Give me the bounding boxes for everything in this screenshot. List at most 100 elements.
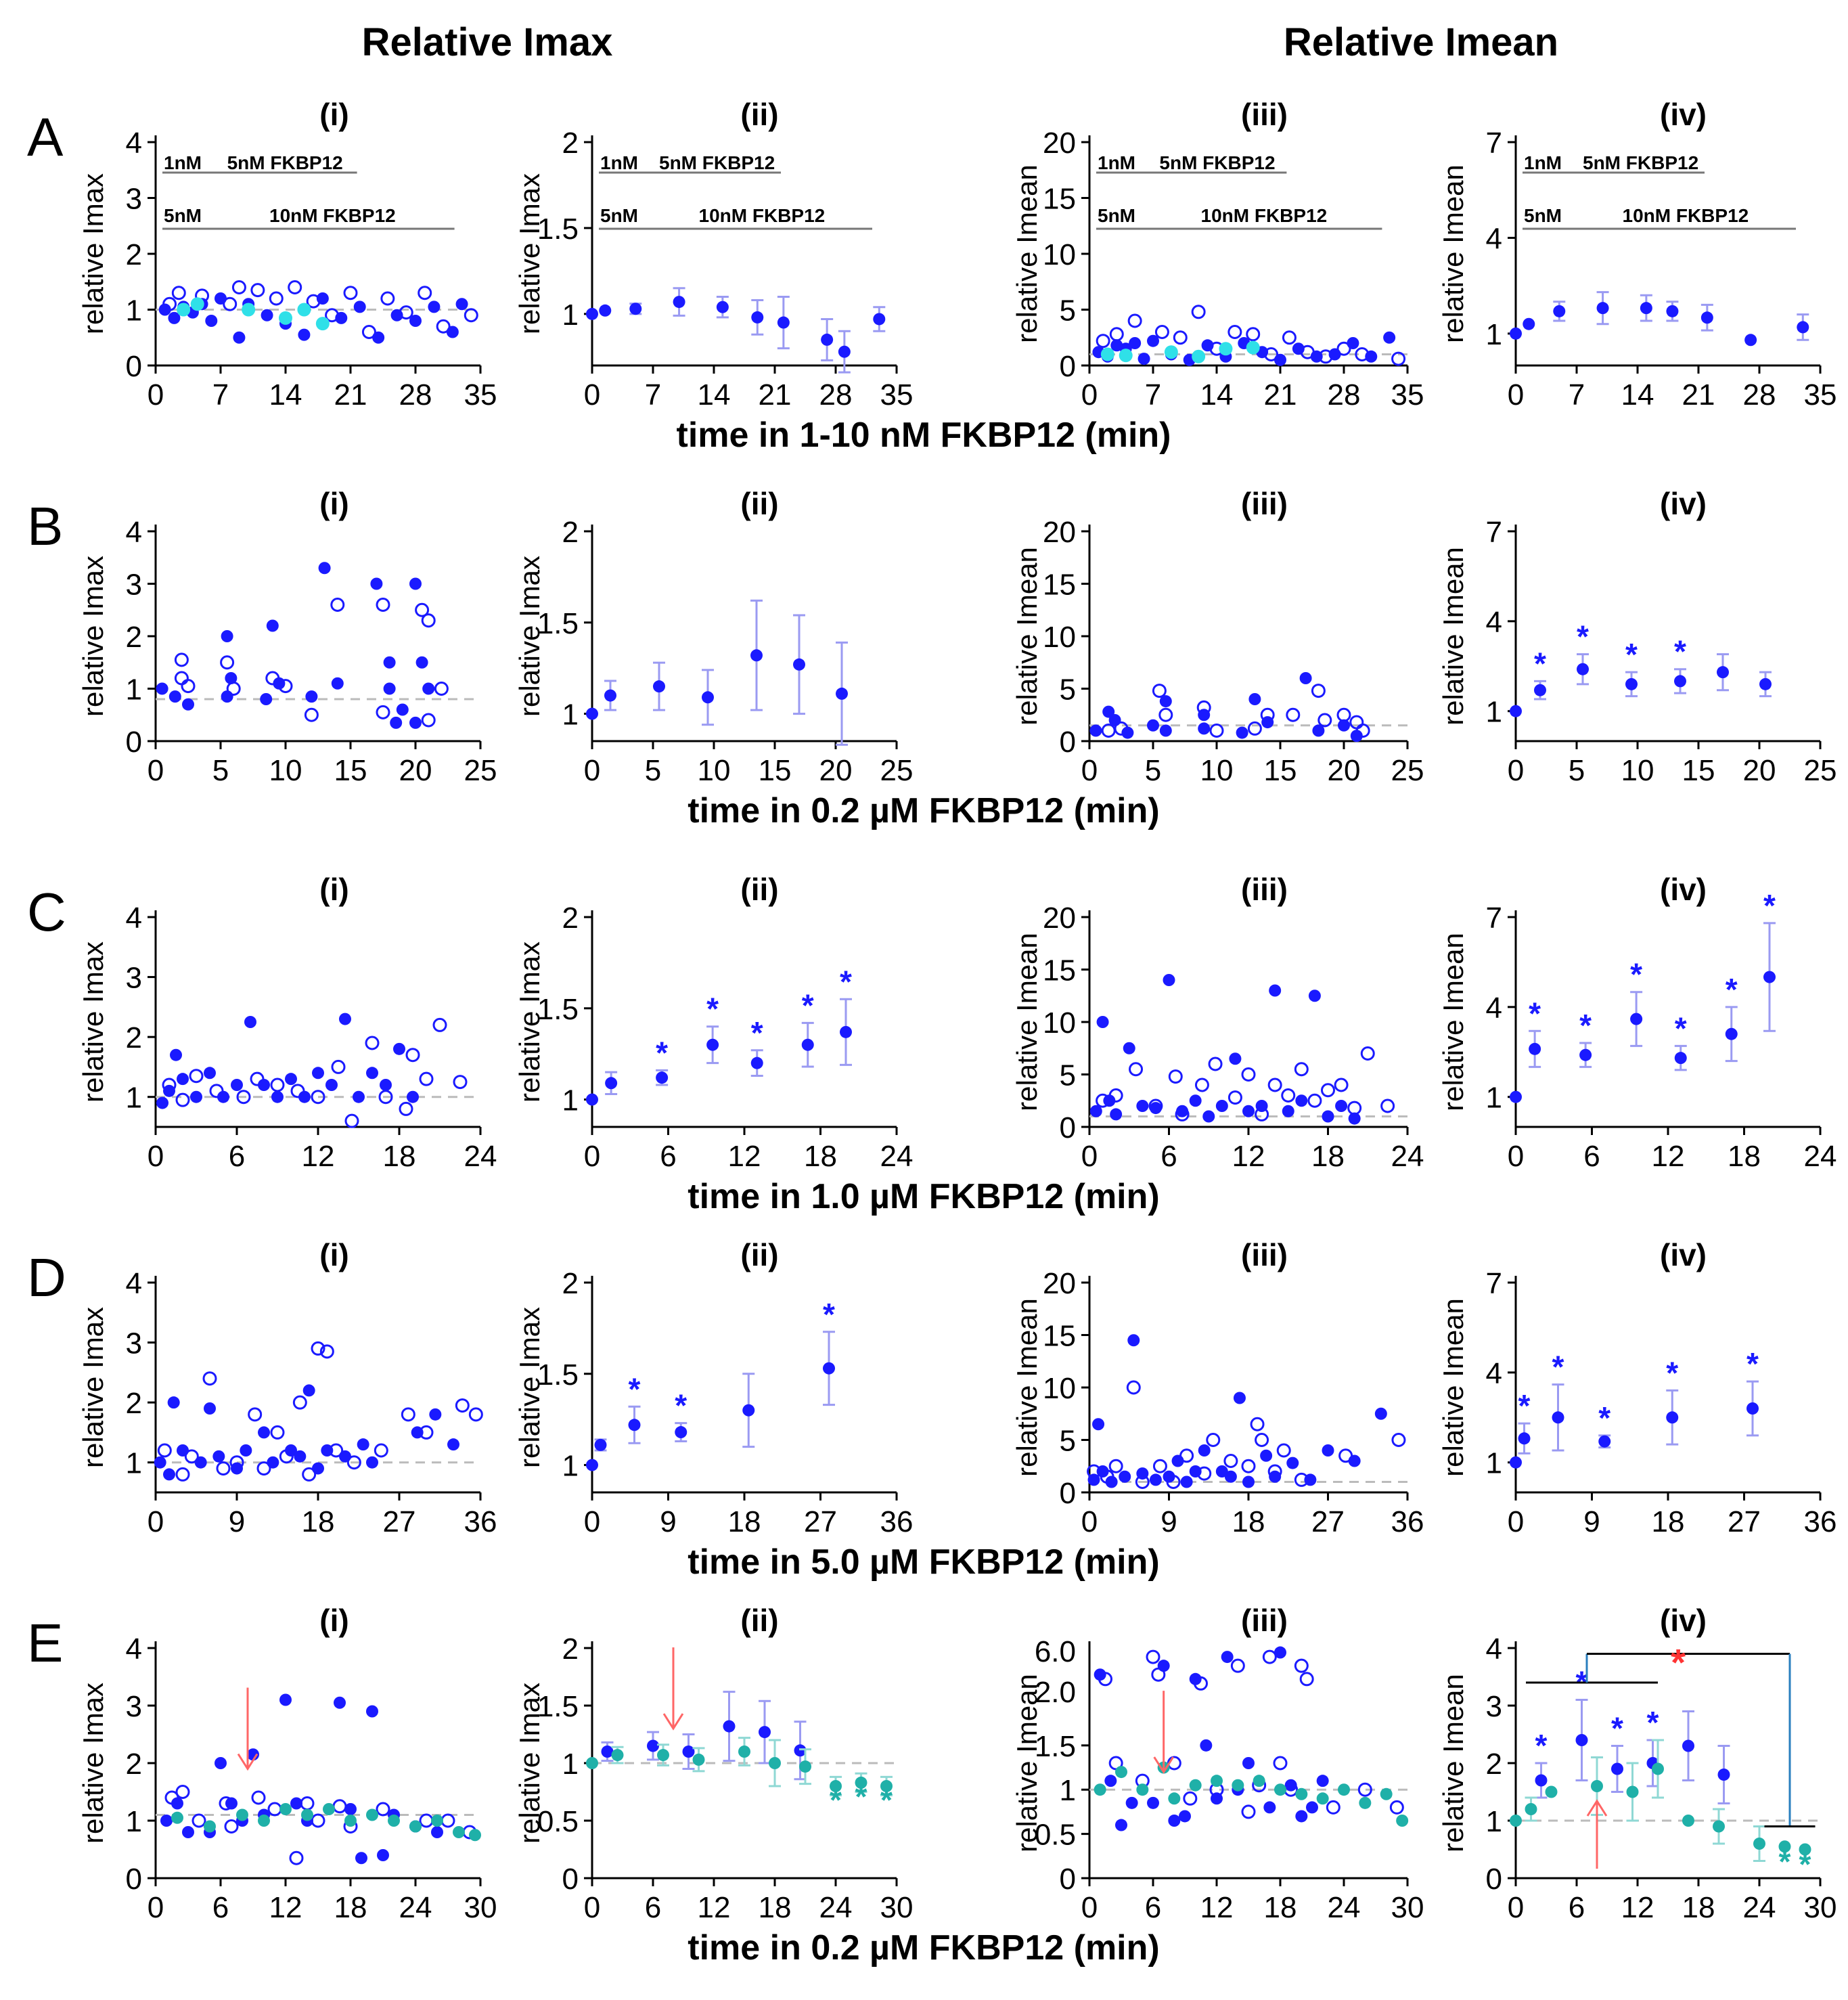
subpanel-label: (i): [319, 97, 348, 132]
data-point-filled: [194, 1456, 207, 1469]
mean-point: [601, 1746, 614, 1758]
data-point-open: [1197, 1466, 1212, 1481]
y-tick-label: 7: [1486, 902, 1502, 935]
y-tick-label: 2: [126, 238, 142, 271]
data-point-filled: [366, 1067, 378, 1080]
data-point-filled: [1312, 724, 1325, 737]
red-significance-star: *: [1671, 1641, 1686, 1684]
y-tick-label: 0: [1060, 1863, 1076, 1896]
data-point-filled: [290, 1797, 302, 1810]
data-point-filled: [318, 562, 331, 575]
data-point-open: [302, 1467, 317, 1482]
x-tick-label: 0: [148, 1140, 164, 1173]
data-point-filled: [285, 1444, 297, 1457]
significance-star: *: [1647, 1705, 1659, 1740]
data-point-open: [419, 1425, 434, 1440]
data-point-filled: [298, 328, 311, 341]
data-point-filled: [1306, 1801, 1318, 1814]
y-tick-label: 7: [1486, 127, 1502, 160]
mean-point: [873, 313, 886, 326]
mean-point: [1763, 971, 1776, 983]
x-tick-label: 30: [1391, 1891, 1424, 1924]
panel-E-2: 0 0.5 1 1.5 2 0 6 12 18 24 30 relative Imax (ii) * * *: [514, 1603, 913, 1924]
data-point-open: [1355, 724, 1370, 738]
data-point-teal: [1380, 1787, 1393, 1800]
mean-point-teal: [1626, 1785, 1639, 1798]
x-tick-label: 36: [1391, 1505, 1424, 1538]
data-point-teal: [409, 1820, 422, 1833]
x-axis-label: time in 0.2 µM FKBP12 (min): [688, 1928, 1159, 1968]
y-tick-label: 4: [1486, 1357, 1502, 1390]
data-point-filled: [204, 1402, 216, 1415]
data-point-teal: [204, 1820, 216, 1833]
data-point-open: [453, 1075, 468, 1090]
y-tick-label: 1: [562, 1748, 579, 1781]
data-point-open: [1317, 713, 1332, 728]
y-tick-label: 1: [1486, 318, 1502, 351]
y-tick-label: 1.5: [537, 1690, 579, 1723]
data-point-open: [265, 671, 280, 686]
data-point-cyan: [279, 311, 292, 325]
data-point-cyan: [1246, 340, 1260, 355]
x-tick-label: 27: [383, 1505, 416, 1538]
data-point-open: [270, 1077, 285, 1092]
significance-star: *: [1625, 637, 1638, 672]
mean-point: [1640, 302, 1652, 315]
y-tick-label: 1: [126, 673, 142, 707]
treatment-label: 5nM FKBP12: [659, 152, 775, 173]
mean-point: [716, 301, 729, 313]
mean-point: [1518, 1432, 1531, 1445]
data-point-open: [344, 1113, 359, 1128]
mean-point: [1510, 1456, 1522, 1469]
data-point-open: [267, 1802, 282, 1817]
data-point-filled: [247, 1748, 259, 1761]
data-point-open: [361, 325, 376, 339]
mean-point: [1611, 1762, 1623, 1775]
treatment-label: 1nM: [600, 152, 638, 173]
data-point-filled: [167, 1396, 180, 1409]
data-point-filled: [1180, 1475, 1193, 1488]
y-tick-label: 1.5: [537, 607, 579, 640]
data-point-filled: [1229, 1052, 1242, 1065]
significance-star: *: [1666, 1355, 1678, 1390]
data-point-open: [311, 1090, 325, 1105]
data-point-filled: [339, 1013, 351, 1025]
x-tick-label: 0: [148, 1505, 164, 1538]
data-point-open: [1126, 1380, 1141, 1395]
data-point-filled: [177, 1073, 189, 1086]
subpanel-label: (iii): [1241, 872, 1288, 907]
mean-point-teal: [1510, 1815, 1522, 1827]
data-point-open: [1194, 1077, 1209, 1092]
x-tick-label: 28: [1328, 378, 1361, 412]
data-point-teal: [344, 1815, 357, 1827]
x-tick-label: 9: [660, 1505, 676, 1538]
data-point-open: [1135, 1475, 1150, 1489]
x-axis-label: time in 1-10 nM FKBP12 (min): [677, 416, 1171, 455]
data-point-filled: [312, 1462, 324, 1475]
y-tick-label: 0: [126, 1863, 142, 1896]
data-point-filled: [182, 698, 194, 711]
mean-point: [1797, 321, 1809, 334]
y-tick-label: 0.5: [1035, 1819, 1076, 1852]
data-point-open: [216, 1461, 231, 1476]
y-tick-label: 1.5: [537, 213, 579, 246]
mean-point: [821, 333, 834, 346]
data-point-open: [1264, 347, 1279, 361]
y-tick-label-upper: 2.0: [1035, 1676, 1076, 1709]
data-point-open: [1209, 724, 1224, 738]
data-point-filled: [339, 1450, 351, 1463]
data-point-open: [1114, 721, 1129, 736]
data-point-filled: [377, 1849, 389, 1861]
data-point-open: [1273, 1756, 1288, 1771]
y-tick-label: 4: [126, 902, 142, 935]
data-point-open: [1158, 707, 1173, 722]
x-tick-label: 18: [759, 1891, 792, 1924]
data-point-filled: [168, 690, 181, 703]
y-tick-label: 4: [1486, 606, 1502, 639]
mean-point: [628, 1419, 641, 1431]
mean-point: [1746, 1402, 1759, 1415]
data-point-filled: [1242, 1475, 1255, 1488]
significance-star: *: [1579, 1008, 1592, 1043]
data-point-open: [1096, 1093, 1110, 1108]
data-point-open: [181, 679, 196, 694]
